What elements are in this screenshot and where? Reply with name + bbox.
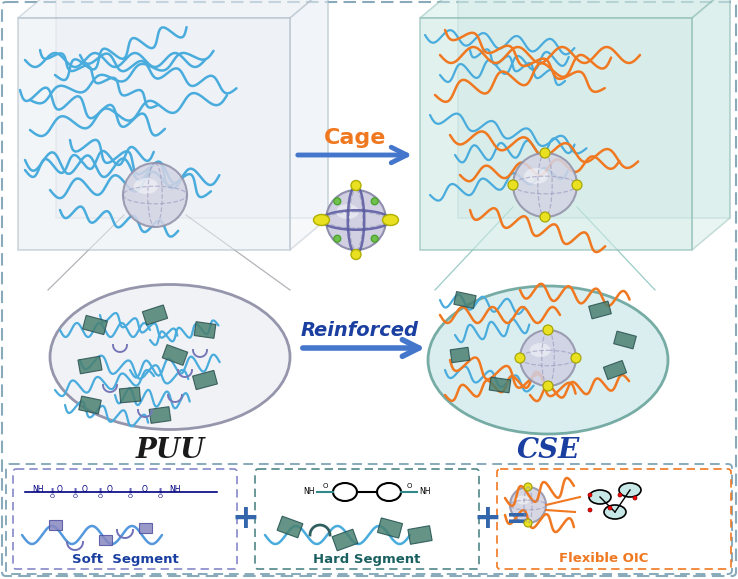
Text: NH: NH bbox=[303, 488, 314, 497]
Polygon shape bbox=[18, 18, 290, 250]
Text: PUU: PUU bbox=[135, 437, 204, 464]
Bar bbox=[277, 516, 303, 538]
Ellipse shape bbox=[633, 496, 637, 500]
Text: O: O bbox=[82, 486, 88, 494]
Text: NH: NH bbox=[169, 486, 181, 494]
Bar bbox=[162, 345, 187, 365]
Bar bbox=[408, 526, 432, 544]
Ellipse shape bbox=[588, 508, 592, 512]
Ellipse shape bbox=[334, 198, 341, 205]
Ellipse shape bbox=[543, 325, 553, 335]
Ellipse shape bbox=[524, 519, 532, 527]
Bar bbox=[142, 305, 168, 325]
Bar bbox=[194, 322, 216, 338]
Polygon shape bbox=[18, 0, 328, 18]
Bar bbox=[149, 406, 171, 423]
Text: O: O bbox=[323, 483, 328, 489]
Bar bbox=[489, 377, 511, 393]
Text: ‖
O: ‖ O bbox=[157, 488, 162, 499]
Polygon shape bbox=[420, 18, 692, 250]
FancyBboxPatch shape bbox=[255, 469, 479, 569]
Ellipse shape bbox=[618, 493, 622, 497]
Bar bbox=[332, 529, 358, 551]
Ellipse shape bbox=[508, 180, 518, 190]
Ellipse shape bbox=[619, 483, 641, 497]
Bar bbox=[589, 301, 611, 319]
Text: ‖
O: ‖ O bbox=[72, 488, 77, 499]
Text: ‖
O: ‖ O bbox=[128, 488, 133, 499]
Bar bbox=[614, 331, 636, 349]
Ellipse shape bbox=[524, 168, 548, 184]
Ellipse shape bbox=[513, 153, 577, 217]
FancyBboxPatch shape bbox=[13, 469, 237, 569]
Bar bbox=[98, 535, 111, 545]
Text: O: O bbox=[57, 486, 63, 494]
Ellipse shape bbox=[540, 212, 550, 222]
Ellipse shape bbox=[428, 286, 668, 434]
Bar bbox=[79, 396, 101, 414]
Text: O: O bbox=[142, 486, 148, 494]
Bar bbox=[49, 520, 61, 530]
Ellipse shape bbox=[571, 353, 581, 363]
Bar bbox=[454, 292, 476, 309]
Text: Reinforced: Reinforced bbox=[301, 321, 419, 339]
Polygon shape bbox=[458, 0, 730, 218]
Ellipse shape bbox=[123, 163, 187, 227]
Ellipse shape bbox=[543, 381, 553, 391]
Ellipse shape bbox=[382, 214, 399, 225]
Ellipse shape bbox=[337, 204, 359, 219]
Bar bbox=[139, 523, 151, 533]
Bar bbox=[120, 387, 140, 403]
Ellipse shape bbox=[588, 493, 592, 497]
Ellipse shape bbox=[385, 215, 396, 225]
Ellipse shape bbox=[524, 483, 532, 491]
Text: +: + bbox=[473, 503, 501, 536]
Ellipse shape bbox=[608, 506, 612, 510]
Ellipse shape bbox=[516, 496, 530, 504]
Text: Cage: Cage bbox=[324, 128, 386, 148]
Text: +: + bbox=[231, 503, 259, 536]
Ellipse shape bbox=[50, 284, 290, 430]
Text: CSE: CSE bbox=[517, 437, 579, 464]
Ellipse shape bbox=[326, 190, 386, 250]
Ellipse shape bbox=[604, 505, 626, 519]
Bar bbox=[193, 371, 218, 390]
Polygon shape bbox=[290, 0, 328, 250]
Text: NH: NH bbox=[419, 488, 431, 497]
Text: O: O bbox=[407, 483, 412, 489]
Text: ‖
O: ‖ O bbox=[97, 488, 103, 499]
Bar bbox=[83, 316, 108, 335]
Bar bbox=[377, 518, 402, 538]
Ellipse shape bbox=[314, 214, 329, 225]
Ellipse shape bbox=[334, 235, 341, 242]
Text: O: O bbox=[107, 486, 113, 494]
Text: Hard Segment: Hard Segment bbox=[314, 552, 421, 566]
Polygon shape bbox=[420, 0, 730, 18]
Ellipse shape bbox=[351, 250, 361, 259]
Ellipse shape bbox=[134, 178, 158, 194]
Bar bbox=[78, 356, 102, 374]
Text: NH: NH bbox=[32, 486, 44, 494]
Bar bbox=[450, 347, 470, 362]
Text: ‖
O: ‖ O bbox=[49, 488, 55, 499]
Ellipse shape bbox=[371, 198, 378, 205]
Polygon shape bbox=[56, 0, 328, 218]
Ellipse shape bbox=[589, 490, 611, 504]
Text: Flexible OIC: Flexible OIC bbox=[559, 552, 649, 566]
Ellipse shape bbox=[530, 343, 551, 357]
Ellipse shape bbox=[515, 353, 525, 363]
Ellipse shape bbox=[371, 235, 378, 242]
FancyBboxPatch shape bbox=[6, 464, 732, 574]
Ellipse shape bbox=[317, 215, 326, 225]
Polygon shape bbox=[692, 0, 730, 250]
FancyBboxPatch shape bbox=[497, 469, 731, 569]
Ellipse shape bbox=[572, 180, 582, 190]
Bar bbox=[604, 361, 627, 379]
Text: =: = bbox=[506, 505, 530, 533]
Ellipse shape bbox=[520, 330, 576, 386]
Ellipse shape bbox=[351, 181, 361, 190]
Ellipse shape bbox=[540, 148, 550, 158]
Ellipse shape bbox=[510, 487, 546, 523]
Text: Soft  Segment: Soft Segment bbox=[72, 552, 179, 566]
